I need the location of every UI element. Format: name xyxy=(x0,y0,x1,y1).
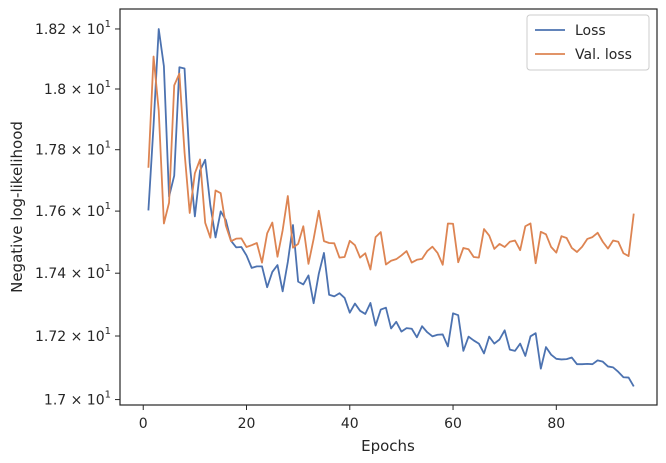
series-line-1 xyxy=(147,55,635,271)
series-layer xyxy=(147,28,635,387)
x-tick-label: 20 xyxy=(238,416,256,432)
legend: Loss Val. loss xyxy=(526,14,650,71)
x-axis-ticks: 0 20 40 60 80 xyxy=(139,405,565,432)
y-tick-label: 1.76 × 101 xyxy=(35,201,111,220)
legend-label-loss: Loss xyxy=(575,23,606,39)
y-tick-label: 1.72 × 101 xyxy=(35,326,111,345)
plot-frame xyxy=(119,8,658,406)
x-tick-label: 0 xyxy=(139,416,148,432)
y-axis-ticks: 1.7 × 101 1.72 × 101 1.74 × 101 1.76 × 101 1… xyxy=(35,19,120,409)
y-tick-label: 1.78 × 101 xyxy=(35,140,111,159)
legend-frame xyxy=(526,14,650,71)
y-tick-label: 1.7 × 101 xyxy=(44,390,111,409)
legend-label-val-loss: Val. loss xyxy=(575,47,632,63)
x-tick-label: 60 xyxy=(444,416,462,432)
x-axis-label: Epochs xyxy=(361,437,415,455)
y-tick-label: 1.74 × 101 xyxy=(35,263,111,282)
x-tick-label: 40 xyxy=(341,416,359,432)
x-tick-label: 80 xyxy=(547,416,565,432)
y-tick-label: 1.8 × 101 xyxy=(44,79,111,98)
y-tick-label: 1.82 × 101 xyxy=(35,19,111,38)
y-axis-label: Negative log-likelihood xyxy=(8,121,26,293)
